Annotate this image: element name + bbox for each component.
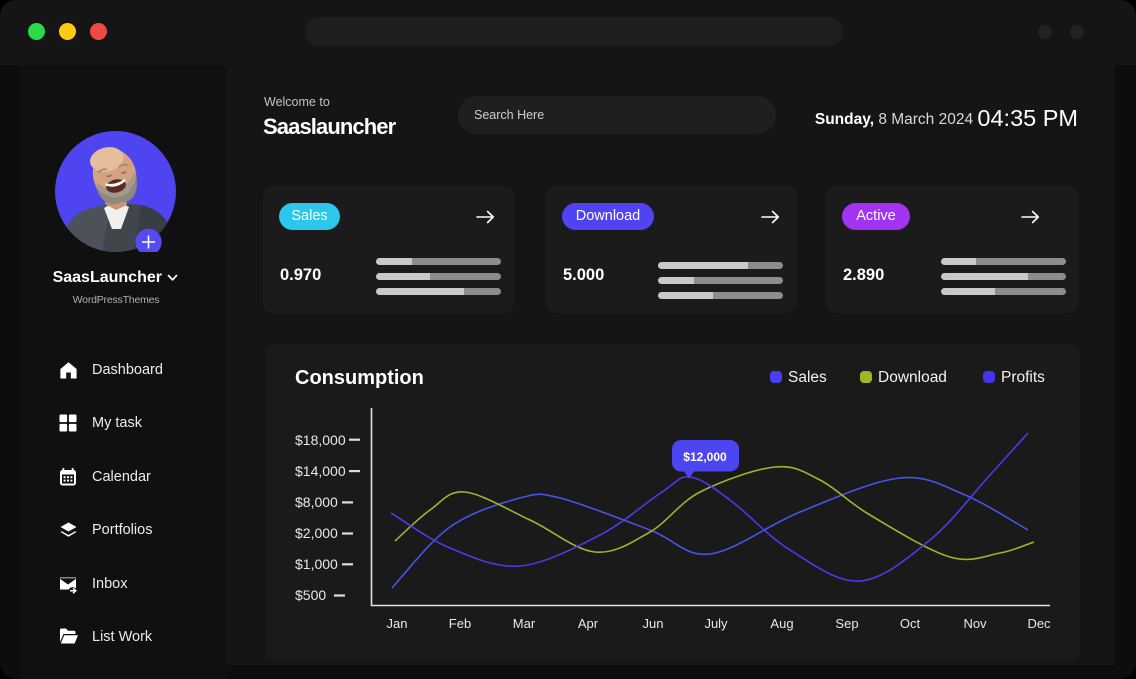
svg-text:$8,000: $8,000 [295, 494, 338, 510]
svg-text:Mar: Mar [513, 616, 536, 631]
svg-text:July: July [704, 616, 728, 631]
svg-text:Oct: Oct [900, 616, 921, 631]
svg-text:$500: $500 [295, 587, 326, 603]
svg-text:Jun: Jun [643, 616, 664, 631]
svg-text:$1,000: $1,000 [295, 556, 338, 572]
svg-text:$14,000: $14,000 [295, 463, 346, 479]
svg-text:$12,000: $12,000 [683, 450, 727, 464]
svg-text:Jan: Jan [387, 616, 408, 631]
svg-text:$18,000: $18,000 [295, 432, 346, 448]
svg-text:Nov: Nov [963, 616, 987, 631]
svg-text:Aug: Aug [770, 616, 793, 631]
svg-text:$2,000: $2,000 [295, 525, 338, 541]
svg-text:Dec: Dec [1027, 616, 1051, 631]
svg-text:Sep: Sep [835, 616, 858, 631]
svg-text:Feb: Feb [449, 616, 471, 631]
svg-text:Apr: Apr [578, 616, 599, 631]
